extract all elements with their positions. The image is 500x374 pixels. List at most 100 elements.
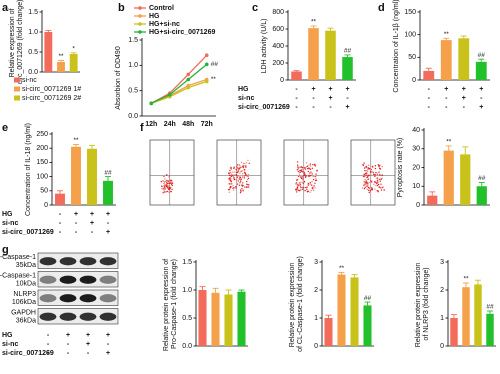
y-tick-label: 0.5 <box>128 88 138 95</box>
y-axis-title: Concentration of IL-18 (ng/ml) <box>25 123 32 216</box>
y-tick-label: 10 <box>412 183 420 190</box>
error-bar <box>462 146 469 155</box>
flow-event <box>368 191 370 194</box>
bar <box>237 291 246 346</box>
flow-event <box>239 177 242 179</box>
y-tick-label: 1.5 <box>182 259 192 266</box>
error-bar <box>364 301 371 306</box>
flow-plot-frame <box>216 139 262 206</box>
flow-event <box>303 186 305 189</box>
flow-event <box>304 176 307 179</box>
y-tick-label: 800 <box>272 9 284 16</box>
flow-event <box>161 185 164 187</box>
flow-event <box>381 177 383 179</box>
flow-event <box>371 165 373 168</box>
flow-event <box>242 166 245 169</box>
flow-event <box>309 183 312 185</box>
blot-band <box>79 294 97 303</box>
error-bar <box>45 29 52 32</box>
condition-sign: + <box>479 86 483 93</box>
flow-event <box>230 168 232 170</box>
flow-event <box>235 178 238 181</box>
significance: ## <box>211 61 219 68</box>
flow-event <box>361 187 364 189</box>
y-tick-label: 1.0 <box>28 29 38 36</box>
flow-event <box>169 187 171 189</box>
condition-sign: + <box>462 95 466 102</box>
blot-strip <box>37 271 119 288</box>
flow-event <box>230 183 232 185</box>
flow-event <box>242 182 244 184</box>
legend-label: HG+si-circ_0071269 <box>149 29 215 36</box>
y-axis-title-line: Relative protein expression of <box>163 257 170 351</box>
flow-event <box>230 179 232 181</box>
panel-label: b <box>118 2 125 14</box>
condition-label: HG <box>238 86 249 93</box>
blot-band <box>79 275 97 284</box>
error-bar <box>475 279 481 285</box>
error-bar <box>460 35 467 39</box>
flow-event <box>240 161 243 164</box>
y-tick-label: 0.5 <box>182 315 192 322</box>
x-tick-label: 24h <box>164 121 176 128</box>
flow-event <box>301 166 303 169</box>
condition-sign: - <box>445 95 448 102</box>
error-bar <box>338 271 345 275</box>
flow-event <box>238 184 241 186</box>
bar <box>350 277 359 346</box>
error-bar <box>429 191 436 196</box>
flow-event <box>311 167 314 169</box>
condition-sign: + <box>90 211 94 218</box>
flow-event <box>164 188 166 190</box>
error-bar <box>310 25 317 29</box>
band-size: 106kDa <box>12 299 36 306</box>
flow-event <box>315 177 317 180</box>
flow-event <box>307 170 310 173</box>
error-bar <box>293 70 300 72</box>
flow-event <box>166 187 168 189</box>
flow-event <box>365 180 367 182</box>
bar <box>476 186 487 205</box>
condition-sign: + <box>106 229 110 236</box>
bar <box>423 70 435 80</box>
flow-event <box>237 170 240 172</box>
flow-event <box>383 188 385 191</box>
condition-sign: - <box>463 104 466 111</box>
flow-event <box>379 180 381 182</box>
flow-event <box>310 189 312 192</box>
y-tick-label: 1 <box>440 315 444 322</box>
condition-sign: - <box>67 341 70 348</box>
flow-event <box>301 181 303 183</box>
flow-event <box>304 168 307 171</box>
blot-strip <box>37 289 119 306</box>
flow-event <box>372 171 374 174</box>
y-axis-title-line: circ_0071269 (fold change) <box>17 0 24 84</box>
bar <box>337 274 346 346</box>
flow-event <box>299 189 301 192</box>
flow-event <box>166 181 168 183</box>
y-tick-label: 0 <box>314 343 318 350</box>
flow-event <box>241 185 244 187</box>
flow-event <box>246 183 248 185</box>
y-tick-label: 600 <box>272 26 284 33</box>
flow-event <box>162 188 164 190</box>
flow-event <box>377 190 379 192</box>
bar <box>458 38 470 80</box>
x-tick-label: 72h <box>201 121 213 128</box>
flow-event <box>363 180 365 183</box>
flow-event <box>363 187 366 190</box>
flow-event <box>307 182 310 185</box>
blot-band <box>39 275 57 284</box>
flow-event <box>380 187 382 189</box>
condition-sign: - <box>346 95 349 102</box>
significance: ** <box>446 139 452 146</box>
flow-event <box>306 186 308 188</box>
flow-event <box>233 166 235 168</box>
blot-band <box>99 294 117 303</box>
error-bar <box>451 314 457 318</box>
flow-event <box>245 180 248 183</box>
flow-event <box>169 182 171 184</box>
flow-event <box>229 174 231 177</box>
legend-marker <box>138 30 142 34</box>
flow-event <box>163 184 166 186</box>
